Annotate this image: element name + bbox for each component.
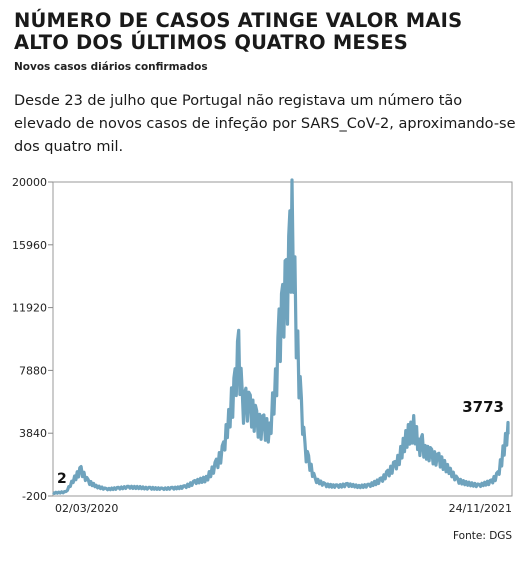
y-tick-label: 20000: [12, 176, 47, 189]
x-start-label: 02/03/2020: [55, 502, 118, 515]
x-end-label: 24/11/2021: [449, 502, 512, 515]
y-tick-label: 11920: [12, 302, 47, 315]
y-tick-label: 15960: [12, 239, 47, 252]
chart-subtitle: Novos casos diários confirmados: [14, 61, 208, 73]
series-line: [52, 178, 510, 495]
y-tick-label: 7880: [19, 364, 47, 377]
lead-paragraph: Desde 23 de julho que Portugal não regis…: [14, 93, 516, 155]
data-label: 3773: [462, 398, 504, 416]
source-note: Fonte: DGS: [453, 530, 513, 542]
line-chart: -200 3840 7880 11920 15960 20000 2 3773 02/03/20…: [12, 176, 513, 515]
plot-frame: [52, 181, 513, 497]
chart-title: NÚMERO DE CASOS ATINGE VALOR MAIS ALTO D…: [14, 9, 463, 54]
data-label: 2: [57, 471, 67, 487]
y-tick-label: 3840: [19, 427, 47, 440]
y-tick-label: -200: [22, 490, 47, 503]
